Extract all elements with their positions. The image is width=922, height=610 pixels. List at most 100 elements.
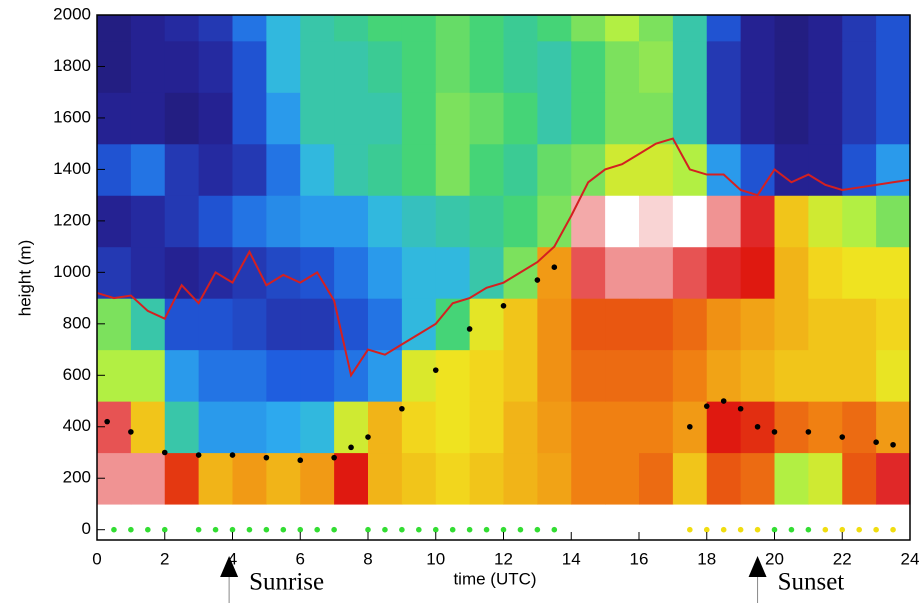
heatmap-cell	[266, 246, 301, 299]
heatmap-cell	[808, 246, 843, 299]
height-dot	[229, 526, 236, 533]
x-tick-label: 2	[160, 549, 169, 568]
heatmap-cell	[537, 195, 572, 248]
heatmap-cell	[774, 15, 809, 42]
heatmap-cell	[164, 195, 200, 248]
heatmap-cell	[266, 195, 301, 248]
heatmap-cell	[706, 298, 742, 351]
y-tick-label: 1400	[53, 159, 91, 178]
heatmap-cell	[537, 298, 572, 351]
height-dot	[483, 526, 490, 533]
heatmap-cell	[435, 246, 471, 299]
heatmap-cell	[774, 40, 809, 93]
heatmap-cell	[639, 195, 674, 248]
x-tick-label: 6	[296, 549, 305, 568]
height-dot	[551, 526, 558, 533]
x-tick-label: 0	[92, 549, 101, 568]
height-dot	[856, 526, 862, 533]
heatmap-cell	[401, 15, 437, 42]
heatmap-cell	[876, 195, 911, 248]
height-dot	[280, 526, 287, 533]
height-dot	[399, 405, 405, 412]
heatmap-cell	[232, 92, 267, 145]
height-dot	[263, 526, 270, 533]
heatmap-cell	[198, 40, 234, 93]
heatmap-cell	[164, 40, 200, 93]
height-dot	[348, 444, 354, 451]
heatmap-cell	[401, 246, 437, 299]
heatmap-cell	[537, 246, 572, 299]
heatmap-cell	[232, 15, 267, 42]
height-dot	[720, 526, 727, 533]
height-dot	[500, 303, 507, 309]
heatmap-cell	[740, 143, 776, 196]
heatmap-cell	[537, 92, 572, 145]
heatmap-cell	[639, 401, 674, 454]
height-line	[96, 137, 911, 378]
heatmap-cell	[300, 349, 335, 402]
height-dot	[145, 526, 151, 533]
heatmap-cell	[164, 92, 200, 145]
heatmap-cell	[198, 401, 234, 454]
heatmap-cell	[639, 92, 674, 145]
height-dot	[365, 434, 371, 440]
heatmap-cell	[503, 298, 538, 351]
heatmap-cell	[503, 349, 538, 402]
heatmap-cell	[368, 40, 403, 93]
heatmap-cell	[198, 92, 234, 145]
height-dot	[720, 398, 727, 404]
x-tick-label: 22	[833, 549, 852, 568]
heatmap-cell	[740, 298, 776, 351]
heatmap-cell	[774, 92, 809, 145]
heatmap-cell	[605, 92, 640, 145]
heatmap-cell	[808, 401, 843, 454]
heatmap-cell	[605, 143, 640, 196]
x-tick-label: 4	[228, 549, 237, 568]
height-dot	[432, 367, 439, 373]
heatmap-cell	[774, 195, 809, 248]
heatmap-cell	[605, 452, 640, 505]
y-axis-label: height (m)	[15, 240, 34, 317]
heatmap-cell	[130, 452, 166, 505]
x-tick-label: 24	[901, 549, 920, 568]
height-dot	[551, 264, 558, 271]
heatmap-cell	[537, 452, 572, 505]
height-dot	[432, 526, 439, 533]
heatmap-cell	[876, 92, 911, 145]
height-dot	[212, 526, 219, 533]
height-dot	[104, 418, 110, 425]
height-dot	[161, 449, 168, 456]
heatmap-cell	[401, 401, 437, 454]
heatmap-cell	[266, 298, 301, 351]
heatmap-cell	[469, 349, 505, 402]
height-dot	[737, 526, 744, 533]
heatmap-cell	[876, 246, 911, 299]
heatmap-cell	[232, 143, 267, 196]
annotation-arrow	[748, 556, 767, 577]
height-dot	[534, 526, 541, 533]
heatmap-cell	[571, 143, 606, 196]
heatmap-cell	[571, 349, 606, 402]
heatmap-cell	[537, 143, 572, 196]
heatmap-cell	[164, 349, 200, 402]
heatmap-cell	[537, 15, 572, 42]
height-dot	[805, 429, 812, 435]
heatmap-cell	[774, 452, 809, 505]
height-dot	[263, 454, 270, 461]
heatmap-cell	[300, 15, 335, 42]
heatmap-cell	[435, 143, 471, 196]
heatmap-cell	[130, 349, 166, 402]
heatmap-cell	[808, 92, 843, 145]
heatmap-cell	[334, 143, 369, 196]
heatmap-cell	[164, 15, 200, 42]
annotation-arrow	[220, 556, 239, 577]
height-dot	[873, 526, 879, 533]
heatmap-cell	[368, 195, 403, 248]
heatmap-cell	[469, 195, 505, 248]
height-dot	[365, 526, 371, 533]
heatmap-cell	[435, 195, 471, 248]
heatmap-cell	[368, 349, 403, 402]
height-dot	[890, 526, 896, 533]
heatmap-cell	[232, 401, 267, 454]
